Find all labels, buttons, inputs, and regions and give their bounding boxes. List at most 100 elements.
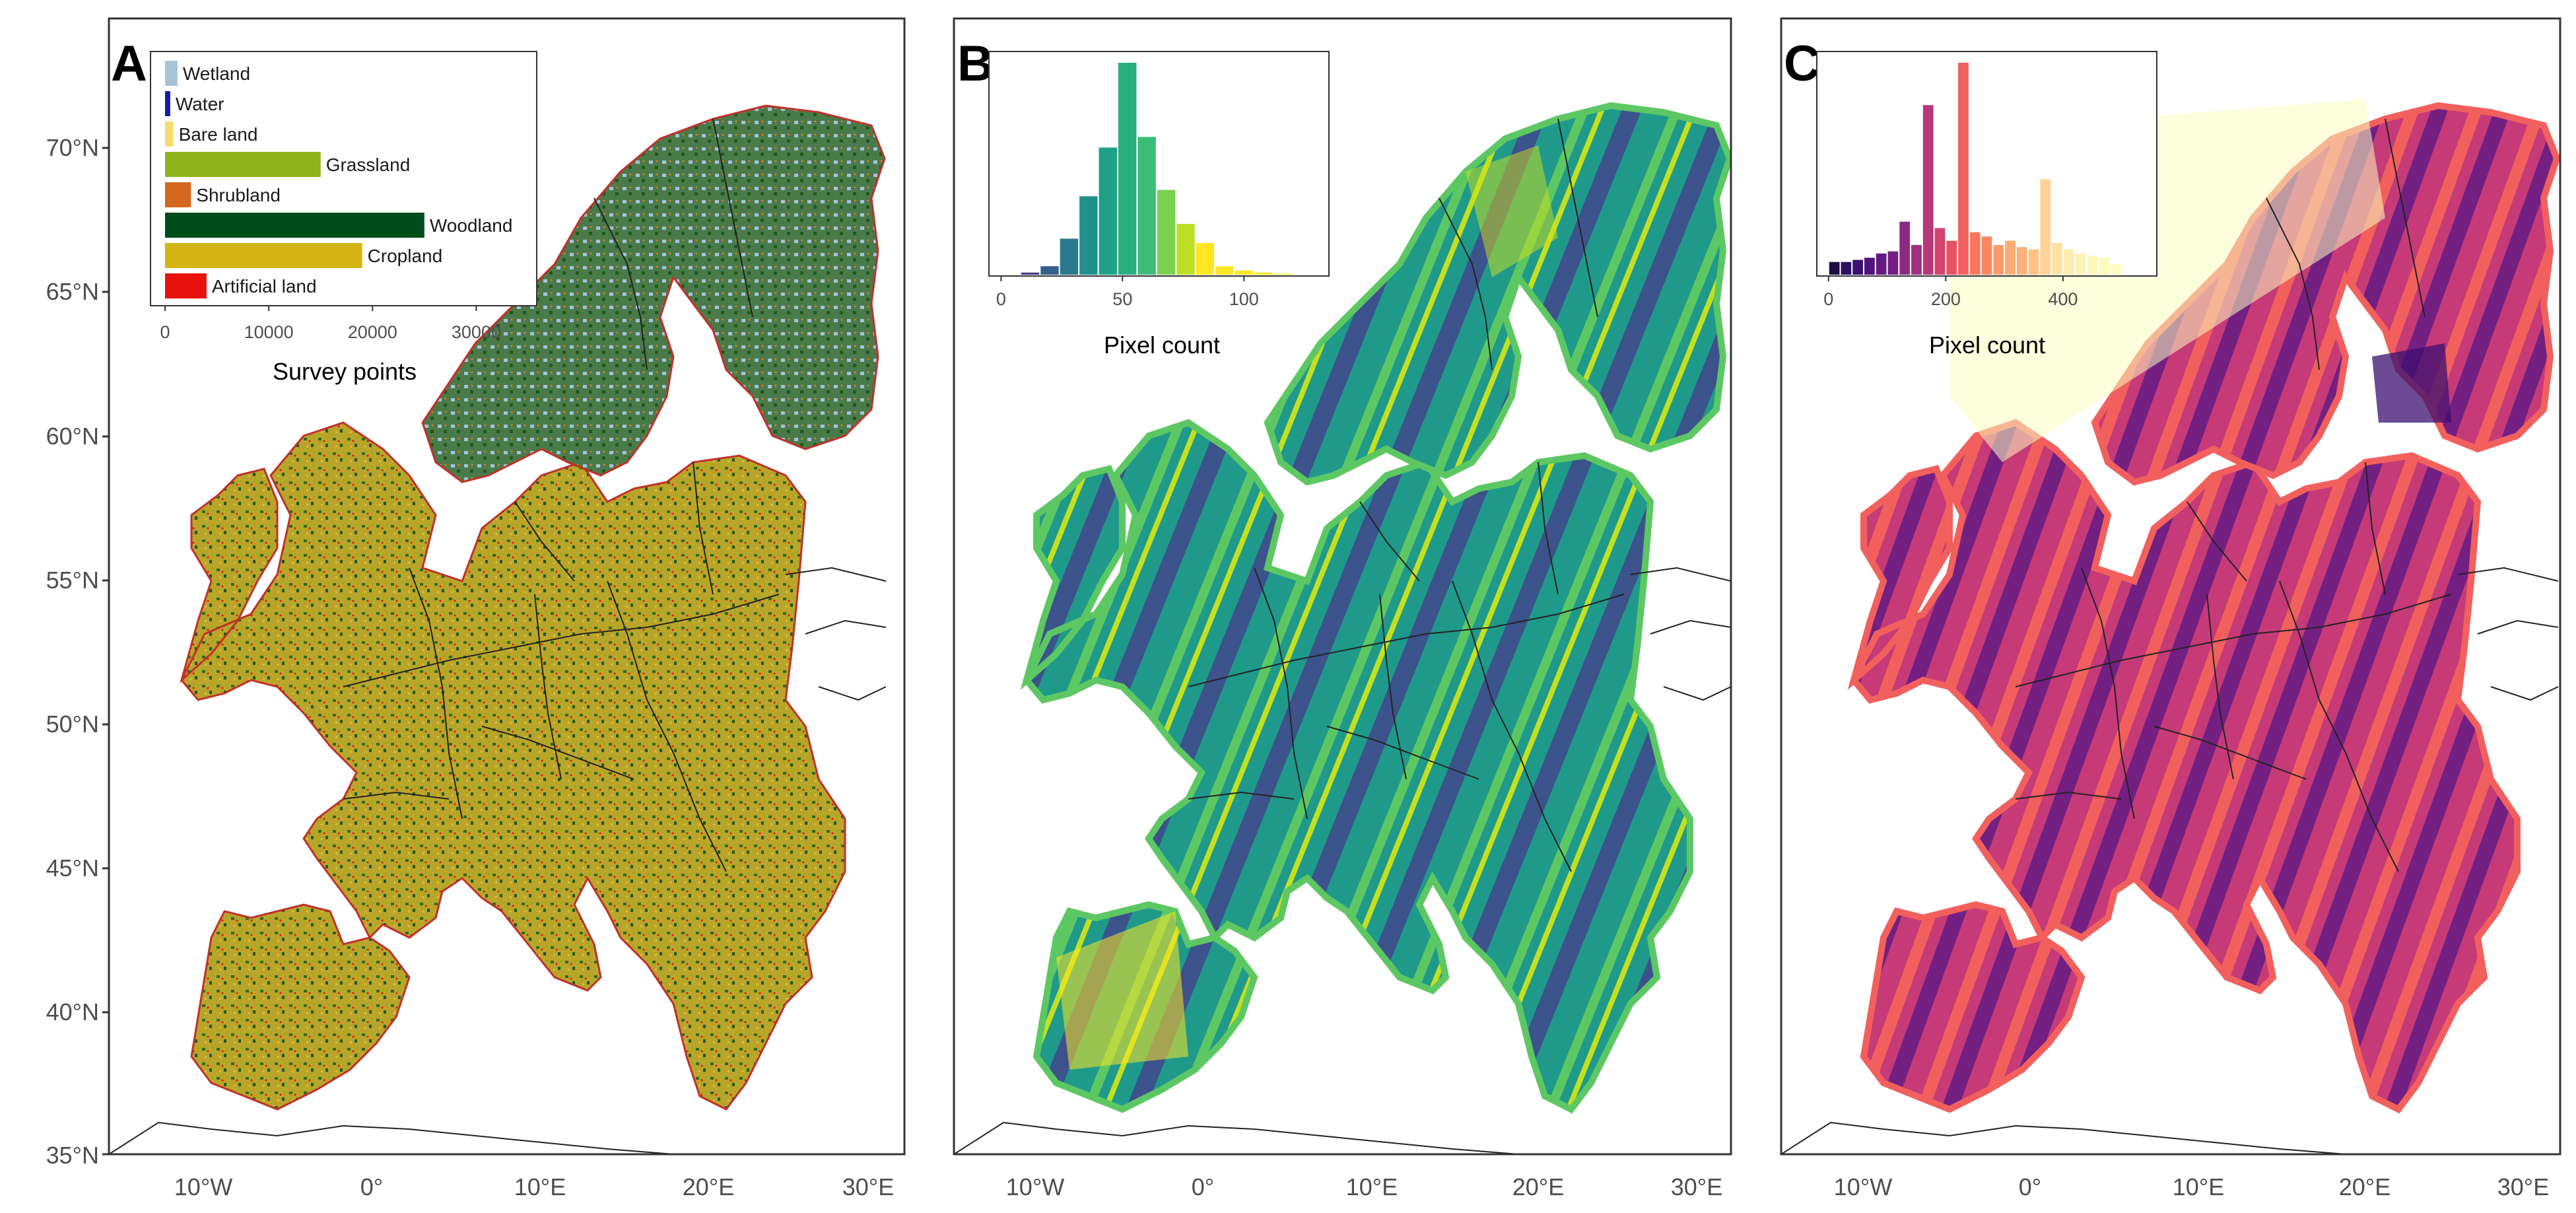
bar-label: Bare land [179, 124, 258, 145]
x-axis-c: 10°W 0° 10°E 20°E 30°E [1834, 1173, 2549, 1200]
panel-a: A Wetland Water Bare land Grassland Shrublan… [108, 17, 906, 1156]
pixel-count-inset-c: 0 200 400 [1816, 51, 2157, 309]
histogram-bar [1852, 260, 1864, 275]
bar-label: Grassland [326, 155, 411, 175]
histogram-bar [2028, 249, 2039, 275]
inset-a-x-tick: 10000 [244, 322, 294, 342]
pixel-count-inset-b: 0 50 100 [988, 51, 1330, 309]
x-tick-label: 30°E [2497, 1173, 2549, 1200]
inset-a-xlabel: Survey points [273, 358, 417, 385]
bar-wetland [165, 61, 178, 86]
inset-a-x-tick: 0 [160, 322, 170, 342]
bar-water [165, 91, 170, 116]
panel-a-letter: A [111, 36, 147, 92]
inset-x-tick: 50 [1112, 289, 1132, 309]
histogram-bar [1899, 221, 1911, 275]
x-tick-label: 0° [1192, 1173, 1214, 1200]
x-tick-label: 0° [360, 1173, 383, 1200]
panel-b: B 0 50 100 Pixel count [953, 17, 1732, 1156]
histogram-bar [2052, 242, 2062, 275]
histogram-bar [1118, 63, 1137, 275]
y-tick-label: 65°N [46, 278, 99, 305]
histogram-bar [2110, 263, 2121, 275]
bar-label: Shrubland [196, 185, 281, 205]
x-axis-b: 10°W 0° 10°E 20°E 30°E [1006, 1173, 1722, 1200]
histogram-bar [2005, 240, 2016, 275]
histogram-bar [1254, 272, 1273, 275]
x-tick-label: 20°E [2339, 1173, 2390, 1200]
histogram-bar [1060, 238, 1079, 275]
survey-points-inset: Wetland Water Bare land Grassland Shrubland W… [150, 51, 537, 342]
x-tick-label: 30°E [842, 1173, 894, 1200]
histogram-bar [2087, 256, 2098, 275]
y-tick-label: 40°N [46, 998, 99, 1025]
histogram-bar [2063, 249, 2074, 275]
y-tick-label: 45°N [46, 854, 99, 882]
histogram-bar [1235, 270, 1253, 275]
histogram-bar [1934, 228, 1946, 275]
y-tick-label: 50°N [46, 710, 99, 738]
y-axis: 70°N 65°N 60°N 55°N 50°N 45°N 40°N 35°N [46, 134, 109, 1169]
panel-b-letter: B [957, 36, 994, 92]
bar-label: Wetland [183, 63, 250, 84]
bar-shrubland [165, 182, 191, 207]
x-tick-label: 0° [2019, 1173, 2041, 1200]
histogram-bar [1099, 147, 1117, 275]
bar-bare-land [165, 121, 174, 147]
inset-c-xlabel: Pixel count [1929, 331, 2045, 359]
map-pixel-count-viridis [1027, 106, 1730, 1109]
histogram-bar [2099, 258, 2109, 275]
histogram-bar [1137, 137, 1156, 275]
inset-x-tick: 400 [2048, 289, 2078, 309]
histogram-bar [1864, 258, 1875, 275]
x-tick-label: 10°E [1346, 1173, 1398, 1200]
histogram-bar [1946, 240, 1957, 275]
x-tick-label: 30°E [1671, 1173, 1722, 1200]
bar-label: Artificial land [212, 276, 317, 296]
histogram-bar [1273, 273, 1292, 275]
bar-label: Water [176, 94, 224, 114]
bar-label: Woodland [430, 215, 513, 236]
x-tick-label: 10°W [1834, 1173, 1892, 1200]
inset-x-tick: 200 [1931, 289, 1961, 309]
bar-label: Cropland [368, 246, 443, 266]
x-tick-label: 20°E [683, 1173, 734, 1200]
histogram-bar [1021, 272, 1040, 275]
histogram-bar [2016, 247, 2027, 275]
histogram-bar [1981, 236, 1992, 275]
bar-woodland [165, 213, 424, 238]
histogram-bar [1157, 190, 1176, 275]
histogram-bar [1922, 105, 1934, 275]
inset-b-xlabel: Pixel count [1104, 331, 1220, 359]
histogram-bar [1887, 251, 1899, 275]
panel-b-map [954, 106, 1731, 1154]
y-tick-label: 55°N [46, 567, 99, 594]
inset-x-tick: 0 [1823, 289, 1833, 309]
x-tick-label: 10°W [174, 1173, 232, 1200]
inset-x-tick: 0 [996, 289, 1006, 309]
bar-artificial-land [165, 273, 207, 298]
panel-c: C 0 200 400 Pixel count [1780, 17, 2561, 1156]
histogram-bar [1876, 253, 1887, 275]
inset-a-x-tick: 20000 [348, 322, 397, 342]
x-tick-label: 20°E [1512, 1173, 1564, 1200]
bar-cropland [165, 243, 362, 268]
inset-a-x-tick: 30000 [452, 322, 501, 342]
y-tick-label: 60°N [46, 423, 99, 450]
histogram-bar [1911, 245, 1922, 275]
histogram-bar [1079, 196, 1098, 275]
histogram-bar [2040, 179, 2051, 275]
histogram-bar [1969, 232, 1981, 275]
histogram-bar [2075, 253, 2086, 275]
histogram-bar [1196, 242, 1215, 275]
histogram-bar [1993, 245, 2004, 275]
histogram-bar [1841, 261, 1852, 275]
x-axis-a: 10°W 0° 10°E 20°E 30°E [174, 1173, 894, 1200]
inset-x-tick: 100 [1229, 289, 1259, 309]
bar-grassland [165, 152, 321, 177]
histogram-bar [1176, 223, 1195, 275]
histogram-bar [1040, 266, 1059, 275]
x-tick-label: 10°E [2173, 1173, 2224, 1200]
y-tick-label: 35°N [46, 1142, 99, 1169]
